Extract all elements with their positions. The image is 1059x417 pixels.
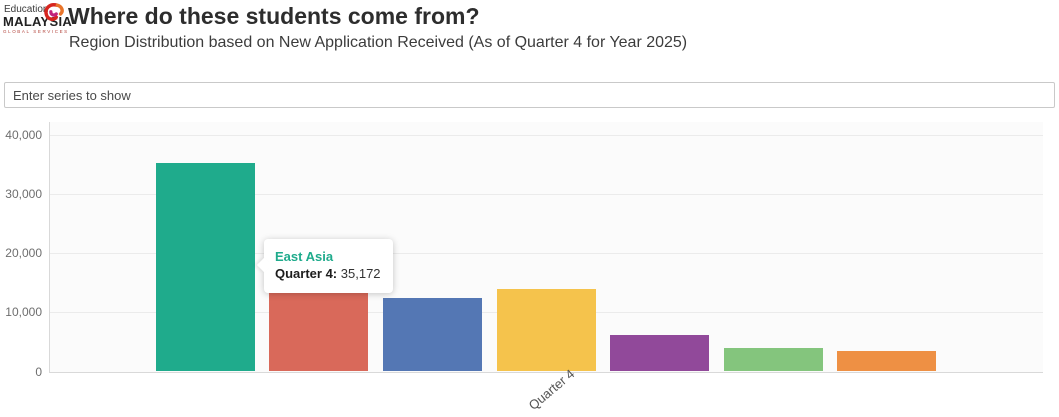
- gridline: [49, 193, 1043, 195]
- y-axis-tick-label: 0: [35, 364, 42, 379]
- gridline: [49, 253, 1043, 255]
- series-filter-input[interactable]: [4, 82, 1055, 108]
- chart-tooltip: East Asia Quarter 4: 35,172: [256, 239, 393, 293]
- logo-text-global-services: GLOBAL SERVICES: [3, 29, 69, 34]
- bar-series-3[interactable]: [382, 298, 482, 372]
- tooltip-category-label: Quarter 4:: [275, 266, 338, 281]
- gridline: [49, 134, 1043, 136]
- tooltip-series-name: East Asia: [275, 249, 334, 264]
- bar-series-5[interactable]: [610, 334, 710, 372]
- bar-series-7[interactable]: [837, 350, 937, 372]
- tooltip-value-row: Quarter 4: 35,172: [275, 265, 381, 283]
- bar-series-6[interactable]: [723, 348, 823, 372]
- page-subtitle: Region Distribution based on New Applica…: [69, 34, 688, 51]
- y-axis-tick-label: 20,000: [5, 246, 42, 261]
- y-axis-tick-label: 10,000: [5, 305, 42, 320]
- page-title: Where do these students come from?: [68, 3, 480, 29]
- bar-series-4[interactable]: [496, 288, 596, 372]
- x-axis-line: [49, 371, 1043, 373]
- y-axis-tick-label: 30,000: [5, 186, 42, 201]
- y-axis-line: [49, 122, 50, 372]
- logo-text-education: Education: [4, 4, 49, 15]
- y-axis-tick-label: 40,000: [5, 127, 42, 142]
- swirl-logo-icon: [44, 3, 64, 21]
- bar-east-asia[interactable]: [155, 163, 255, 372]
- tooltip-value: 35,172: [340, 266, 381, 281]
- bar-series-2[interactable]: [269, 292, 369, 372]
- education-malaysia-logo: Education MALAYSIA GLOBAL SERVICES: [3, 3, 72, 35]
